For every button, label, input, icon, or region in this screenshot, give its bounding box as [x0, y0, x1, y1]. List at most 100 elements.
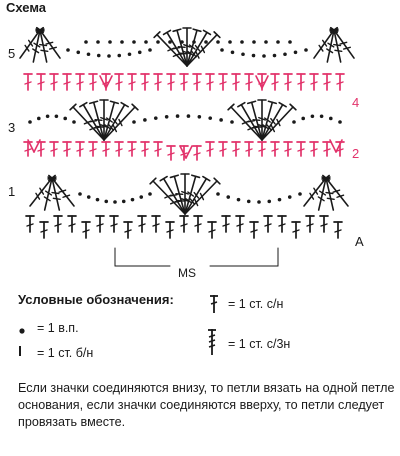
chain-dot — [264, 40, 268, 44]
dc-cross-bar — [124, 229, 132, 233]
dc-cross-bar — [264, 223, 272, 227]
stitch — [184, 175, 197, 215]
stitch — [313, 29, 335, 59]
chain-dot — [121, 199, 126, 204]
stitch — [156, 33, 188, 67]
chain-dot — [148, 48, 152, 52]
stitch-cross-bar — [194, 44, 201, 52]
stitch-top-bar — [227, 103, 235, 111]
dc-cross-bar — [96, 223, 104, 227]
stitch-top-bar — [149, 177, 157, 185]
stitch — [325, 177, 349, 207]
stitch-cross-bar — [27, 39, 34, 47]
stitch-cross-bar — [270, 117, 276, 125]
chain-dot — [120, 40, 124, 44]
dc-cross-bar — [232, 81, 240, 85]
chain-dot — [86, 52, 91, 57]
stitch — [19, 29, 41, 59]
chain-dot — [28, 120, 32, 124]
v-stitch — [255, 75, 263, 89]
chain-dot — [137, 50, 142, 55]
stitch-cross-bar — [336, 194, 345, 198]
dc-cross-bar — [141, 148, 149, 152]
stitch — [230, 106, 263, 141]
stitch-cross-bar — [276, 118, 281, 127]
stitch-cross-bar — [333, 43, 342, 47]
dc-cross-bar — [222, 223, 230, 227]
stitch-cross-bar — [172, 46, 181, 50]
chain-dot — [240, 40, 244, 44]
crochet-chart — [19, 26, 355, 267]
stitch-cross-bar — [188, 44, 196, 50]
dc-cross-bar — [54, 223, 62, 227]
stitch-top-bar — [322, 174, 330, 182]
dc-cross-bar — [24, 148, 32, 152]
stitch — [176, 29, 188, 67]
stitch-cross-bar — [181, 198, 189, 202]
stitch-cross-bar — [317, 196, 325, 202]
chain-dot — [226, 195, 231, 199]
stitch — [173, 175, 186, 215]
chain-dot — [251, 53, 256, 58]
chain-dot — [246, 199, 251, 204]
dc-cross-bar — [115, 81, 123, 85]
dc-cross-bar — [334, 229, 342, 233]
dc-cross-bar — [236, 223, 244, 227]
stitch-cross-bar — [183, 43, 191, 48]
stitch-cross-bar — [177, 199, 186, 202]
dc-cross-bar — [245, 81, 253, 85]
dc-cross-bar — [206, 148, 214, 152]
stitch-top-bar — [89, 100, 99, 105]
chain-dot — [117, 53, 122, 58]
chain-dot — [216, 192, 220, 196]
chain-dot — [72, 120, 76, 124]
stitch-cross-bar — [24, 44, 30, 52]
chain-dot — [267, 199, 272, 204]
v-stitch — [179, 145, 187, 159]
dc-cross-bar — [37, 81, 45, 85]
dc-cross-bar — [167, 81, 175, 85]
chain-dot — [283, 52, 287, 57]
row-label-4: 4 — [352, 95, 360, 110]
stitch-top-bar — [191, 174, 201, 179]
chain-dot — [127, 52, 132, 57]
stitch-top-bar — [69, 103, 77, 111]
stitch — [326, 29, 335, 63]
dc-cross-bar — [336, 81, 344, 85]
chain-dot — [107, 54, 111, 58]
stitch-cross-bar — [100, 124, 108, 128]
chain-dot — [208, 116, 213, 120]
stitch — [51, 177, 61, 211]
stitch — [162, 177, 186, 215]
chain-dot — [76, 50, 81, 55]
dc-cross-bar — [63, 81, 71, 85]
stitch — [186, 33, 218, 67]
v-stitch — [27, 139, 35, 153]
dc-cross-bar — [115, 148, 123, 152]
dc-cross-bar — [193, 81, 201, 85]
stitch-cross-bar — [200, 45, 206, 54]
chain-dot — [148, 192, 152, 196]
dc-cross-bar — [76, 81, 84, 85]
dc-cross-bar — [102, 148, 110, 152]
stitch-top-bar — [192, 28, 202, 33]
chain-dot — [144, 40, 148, 44]
row-label-1: 1 — [8, 184, 16, 199]
chain-dot — [230, 50, 235, 55]
stitch-cross-bar — [189, 198, 196, 206]
stitch-cross-bar — [96, 125, 105, 128]
stitch-top-bar — [35, 26, 45, 34]
dc-cross-bar — [232, 148, 240, 152]
stitch-cross-bar — [58, 189, 67, 193]
chain-dot — [257, 200, 261, 204]
chain-dot — [86, 195, 91, 199]
stitch-cross-bar — [195, 51, 200, 59]
chain-dot — [156, 40, 160, 44]
chain-dot — [319, 114, 324, 119]
chain-dot — [186, 114, 191, 118]
stitch-cross-bar — [339, 41, 348, 45]
stitch-cross-bar — [177, 46, 186, 49]
stitch — [92, 101, 105, 141]
stitch-cross-bar — [194, 198, 199, 207]
chain-dot — [288, 40, 292, 44]
